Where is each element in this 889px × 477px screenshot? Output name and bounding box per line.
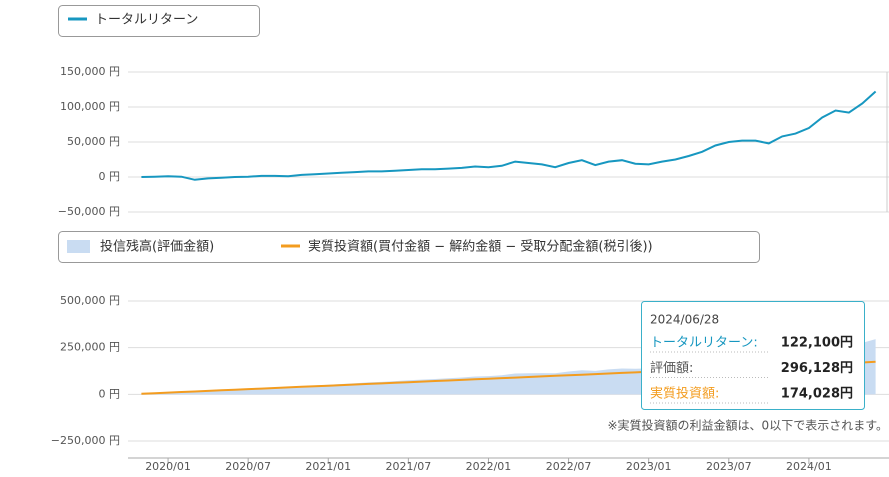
line [141,90,877,181]
y-tick-label: −50,000 円 [58,205,120,218]
x-tick-label: 2021/07 [386,460,432,473]
y-tick-label: 0 円 [99,387,121,400]
chart-bottom: −250,000 円 0 円 250,000 円 500,000 円 投信残高(評価金額… [51,239,889,473]
tooltip-label: トータルリターン: [650,336,758,351]
tooltip-box [641,301,865,410]
legend-label: 投信残高(評価金額) [100,239,214,255]
legend-label: 実質投資額(買付金額 − 解約金額 − 受取分配金額(税引後)) [308,239,653,255]
legend-label: トータルリターン [95,13,198,28]
legend-box [58,231,760,263]
x-tick-label: 2022/07 [546,460,592,473]
chart-top: −50,000 円 0 円 50,000 円 100,000 円 150,000 円 トー… [58,13,889,218]
x-tick-label: 2024/01 [786,460,832,473]
x-tick-label: 2022/01 [466,460,512,473]
x-tick-label: 2020/01 [145,460,191,473]
tooltip-value: 174,028円 [781,387,853,402]
x-tick-label: 2020/07 [225,460,271,473]
y-tick-label: 0 円 [99,170,121,183]
tooltip-value: 296,128円 [781,361,853,376]
y-tick-label: 50,000 円 [67,135,120,148]
y-tick-label: 150,000 円 [60,65,120,78]
tooltip-value: 122,100円 [781,336,853,351]
y-tick-label: 100,000 円 [60,100,120,113]
tooltip-label: 実質投資額: [650,386,719,402]
x-tick-label: 2023/07 [706,460,752,473]
legend-swatch [67,240,90,253]
x-tick-label: 2021/01 [305,460,351,473]
note: ※実質投資額の利益金額は、0以下で表示されます。 [608,418,889,433]
y-tick-label: 250,000 円 [60,341,120,354]
y-tick-label: −250,000 円 [51,434,120,447]
tooltip-label: 評価額: [650,361,693,376]
legend-box [58,5,260,37]
tooltip-date: 2024/06/28 [650,313,719,327]
y-tick-label: 500,000 円 [60,294,120,307]
x-tick-label: 2023/01 [626,460,672,473]
